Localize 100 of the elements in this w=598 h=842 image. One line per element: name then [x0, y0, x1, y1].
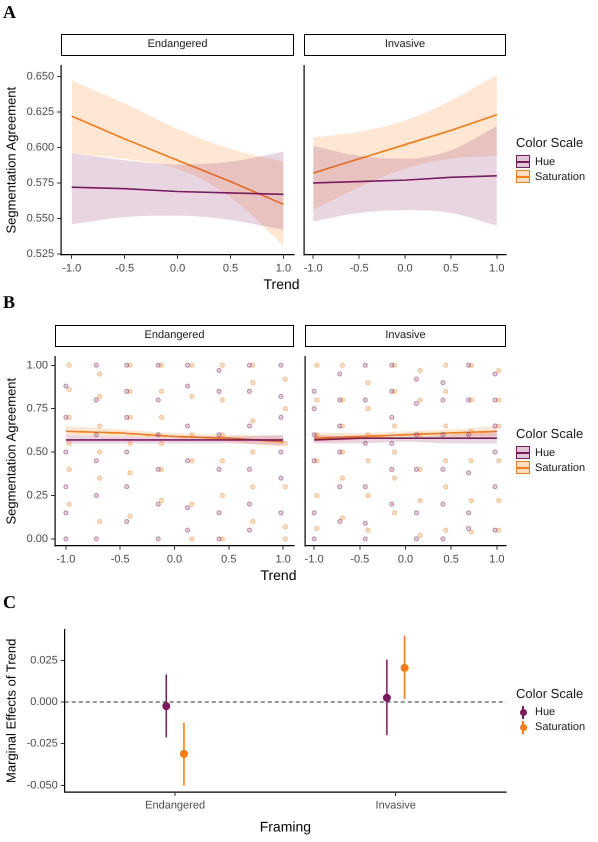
point	[185, 362, 190, 368]
point	[337, 424, 342, 429]
point	[337, 371, 342, 376]
point	[282, 536, 288, 542]
point	[282, 484, 288, 490]
point	[94, 492, 99, 498]
legend-title: Color Scale	[516, 686, 584, 701]
chart-title: Invasive	[304, 34, 506, 56]
point	[216, 536, 222, 542]
point	[63, 450, 68, 455]
x-tick-label: 1.0	[275, 553, 291, 566]
point	[314, 526, 320, 531]
point	[312, 510, 317, 516]
x-tick-label: -1.0	[304, 553, 324, 566]
x-tick-label: 0.5	[443, 262, 459, 274]
y-tick-label: -0.050	[26, 779, 58, 792]
point	[492, 528, 498, 533]
point	[185, 505, 190, 510]
point	[443, 528, 448, 533]
point	[337, 519, 342, 524]
point	[366, 528, 371, 533]
x-tick-label: -0.5	[350, 553, 370, 566]
x-tick-label: 0.5	[444, 553, 459, 566]
point	[362, 484, 368, 490]
point	[246, 424, 252, 429]
point	[366, 458, 371, 464]
point	[185, 528, 190, 533]
point	[389, 502, 394, 507]
point	[414, 536, 419, 542]
x-tick-label: -1.0	[56, 553, 76, 566]
point	[366, 406, 371, 412]
point	[340, 516, 345, 521]
point	[468, 529, 474, 534]
y-tick-label: 0.00	[26, 532, 48, 545]
legend-title: Color Scale	[516, 135, 584, 150]
point	[418, 397, 423, 402]
point	[127, 440, 132, 446]
point	[250, 450, 256, 455]
x-tick-label: 0.5	[222, 262, 238, 274]
point	[314, 492, 320, 498]
point	[278, 476, 284, 481]
point	[389, 466, 394, 472]
point	[282, 376, 288, 382]
point	[468, 498, 474, 504]
x-tick-label: 1.0	[489, 553, 505, 566]
x-tick-label: -0.5	[110, 553, 130, 566]
point	[337, 397, 342, 402]
x-tick-label: 0.0	[170, 262, 186, 274]
point	[124, 519, 130, 524]
point	[156, 466, 161, 472]
point	[468, 428, 474, 434]
chart-title: Endangered	[61, 34, 294, 56]
point	[492, 424, 498, 429]
y-axis-title: Marginal Effects of Trend	[3, 638, 18, 783]
point	[63, 384, 68, 389]
point	[466, 510, 472, 516]
point	[124, 362, 130, 368]
point	[366, 492, 371, 498]
y-tick-label: 0.025	[30, 654, 58, 666]
point	[156, 362, 161, 368]
y-tick-label: 0.25	[26, 489, 48, 502]
point	[246, 466, 252, 472]
y-tick-label: 0.650	[26, 70, 54, 82]
point	[216, 432, 222, 438]
point	[314, 397, 320, 402]
y-tick-label: 0.525	[26, 248, 54, 260]
point	[312, 536, 317, 542]
point	[185, 424, 190, 429]
point	[94, 536, 99, 542]
point	[66, 362, 72, 368]
x-axis-title: Trend	[259, 567, 298, 583]
point	[340, 476, 345, 481]
point	[440, 466, 446, 472]
point	[216, 510, 222, 516]
point	[392, 424, 398, 429]
point	[443, 362, 448, 368]
point	[440, 397, 446, 402]
point	[466, 362, 472, 368]
point	[220, 397, 225, 402]
y-tick-label: 0.000	[30, 696, 58, 708]
text: A	[3, 2, 16, 23]
point	[278, 362, 284, 368]
point	[282, 406, 288, 412]
point	[124, 450, 130, 455]
point	[250, 380, 256, 386]
point	[158, 498, 164, 504]
y-tick-label: 0.575	[26, 176, 54, 189]
point	[362, 440, 368, 446]
point	[362, 397, 368, 402]
point	[414, 432, 419, 438]
point	[156, 432, 161, 438]
point	[189, 394, 194, 400]
point	[443, 458, 448, 464]
point	[220, 458, 225, 464]
point	[366, 432, 371, 438]
x-axis-title: Framing	[260, 818, 312, 834]
point	[246, 362, 252, 368]
point	[250, 519, 256, 524]
point	[443, 484, 448, 490]
point	[418, 532, 423, 538]
